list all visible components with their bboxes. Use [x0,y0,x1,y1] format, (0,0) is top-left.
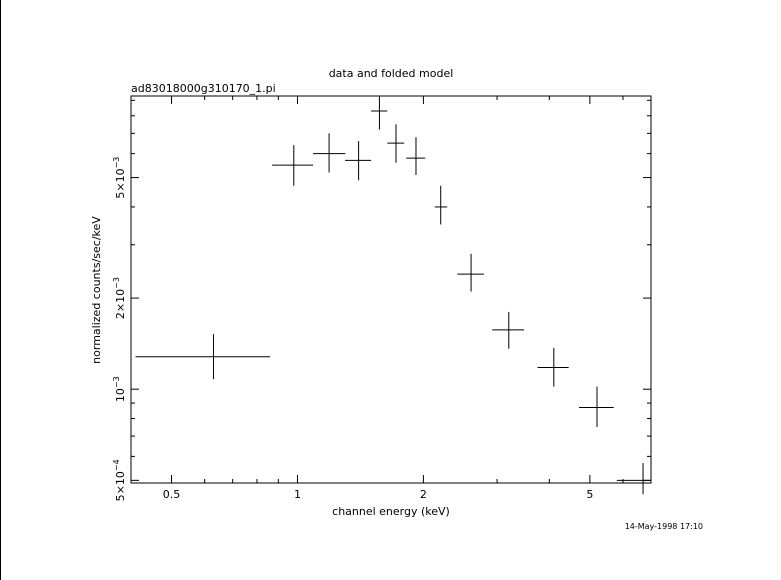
data-point [492,311,525,349]
x-tick-label: 1 [294,488,301,501]
data-point [345,141,372,181]
data-point [313,133,346,173]
chart-title: data and folded model [329,67,454,80]
y-tick-label: 5×10−3 [112,157,127,199]
x-tick-label: 5 [586,488,593,501]
plot-frame [130,95,652,484]
x-tick-label: 2 [420,488,427,501]
timestamp: 14-May-1998 17:10 [625,522,703,531]
y-tick-label: 5×10−4 [112,459,127,501]
chart-subtitle: ad83018000g310170_1.pi [131,82,276,95]
data-point [371,96,388,130]
frame-left-border [0,0,1,580]
data-points [135,96,651,495]
data-point [406,137,426,175]
data-point [457,253,484,292]
data-point [579,386,614,428]
data-point [434,185,448,225]
data-point [387,124,405,163]
y-tick-label: 10−3 [112,376,127,402]
axis-ticks: 0.5 1 2 5 5×10−4 10−3 2×10−3 5×10−3 [112,96,652,501]
y-axis-label: normalized counts/sec/keV [90,216,103,364]
x-axis-label: channel energy (keV) [332,505,450,518]
data-point [135,334,271,380]
data-point [616,463,651,495]
y-tick-label: 2×10−3 [112,277,127,319]
plot-axes [130,95,652,484]
x-tick-label: 0.5 [163,488,181,501]
data-point [537,347,569,387]
data-point [272,145,314,186]
